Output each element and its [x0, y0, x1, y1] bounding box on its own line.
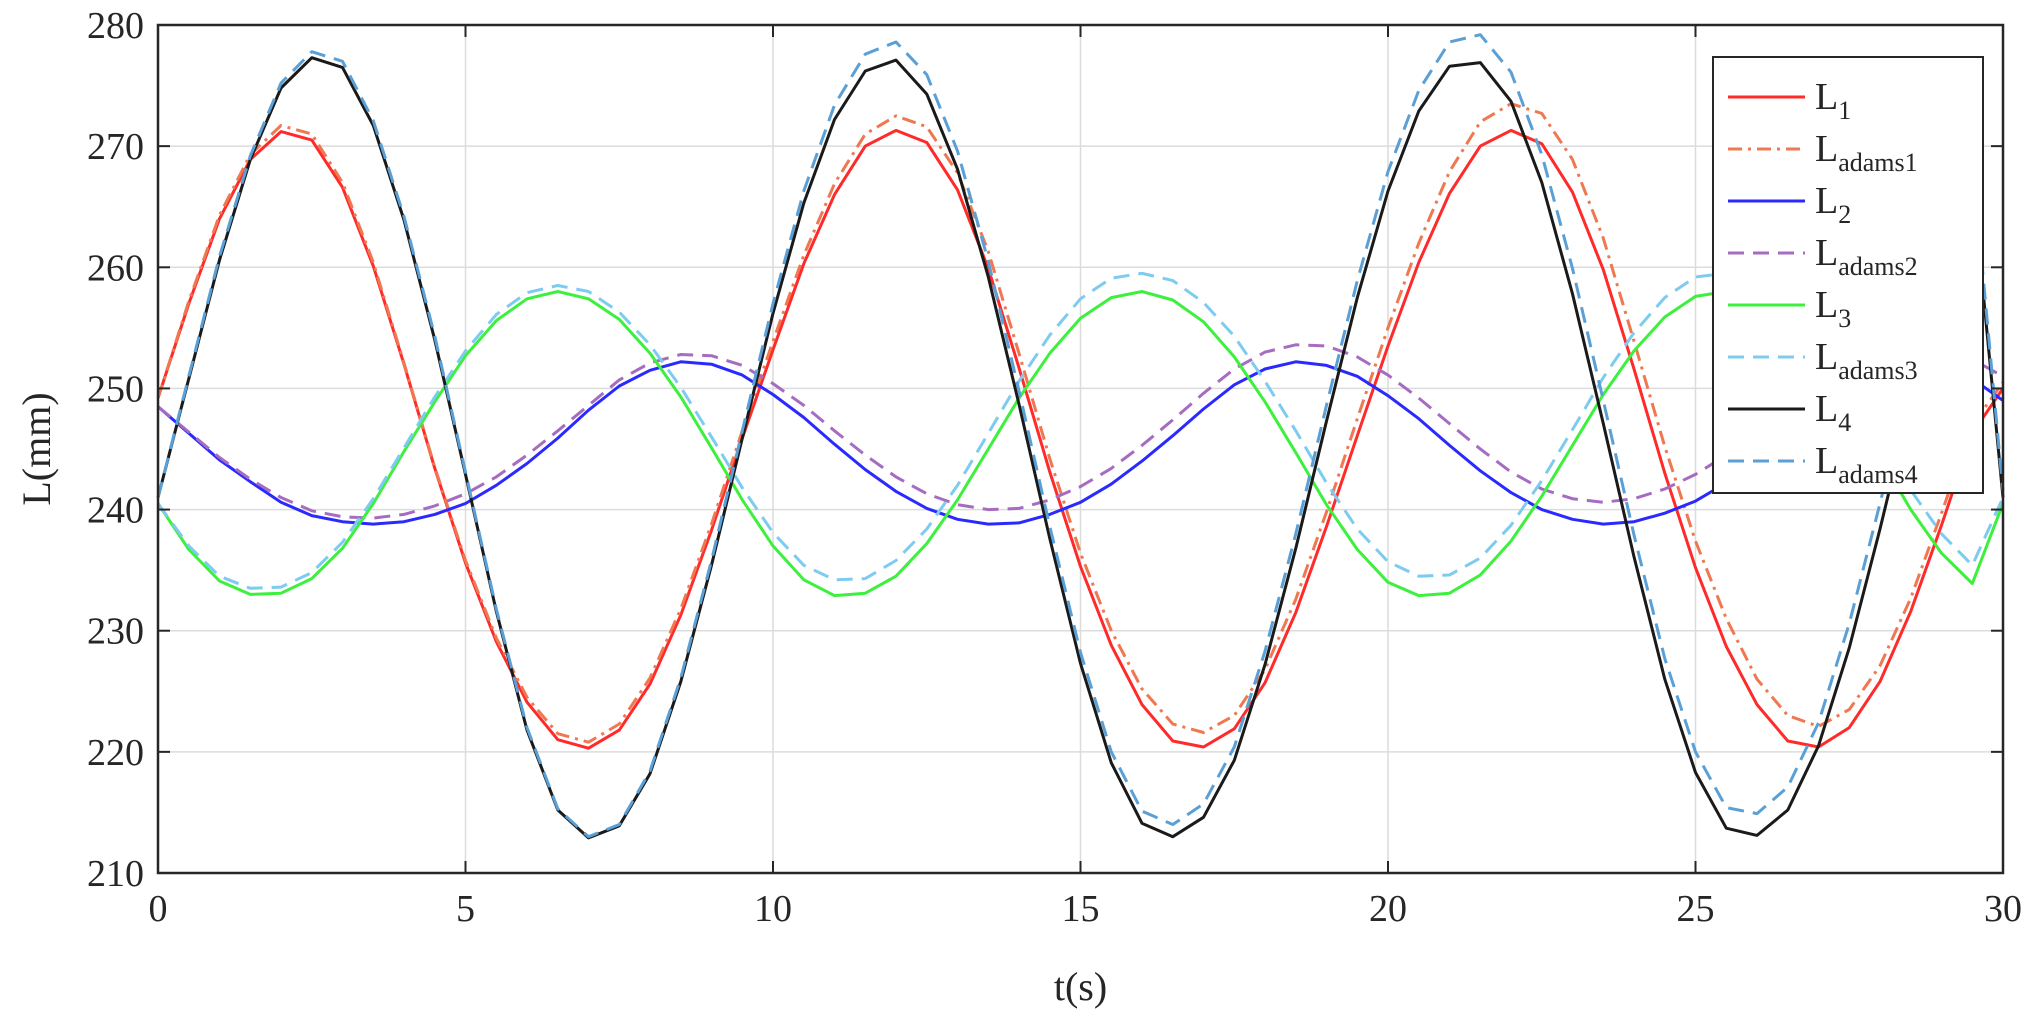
y-tick-label: 270	[87, 126, 144, 168]
grid	[158, 25, 2003, 873]
y-tick-label: 250	[87, 368, 144, 410]
y-tick-label: 230	[87, 611, 144, 653]
series-line-Ladams2	[157, 337, 2004, 520]
y-tick-label: 240	[87, 490, 144, 532]
x-tick-label: 0	[149, 888, 168, 930]
x-tick-label: 10	[754, 888, 792, 930]
axis-ticks: 0 5 10 15 20 25 30 210 220 230 240 250 260 270 280	[87, 5, 2022, 930]
y-tick-label: 260	[87, 247, 144, 289]
y-axis-title: L(mm)	[14, 392, 59, 505]
series-line-L2	[157, 360, 2004, 526]
series-line-L4	[156, 56, 2005, 840]
x-tick-label: 15	[1062, 888, 1100, 930]
legend-box	[1712, 56, 1984, 494]
legend-label: L2	[1815, 180, 1851, 229]
x-tick-label: 20	[1369, 888, 1407, 930]
series-line-Ladams4	[156, 33, 2005, 839]
series-line-Ladams3	[156, 271, 2005, 590]
x-axis-title: t(s)	[1054, 964, 1107, 1009]
x-tick-label: 25	[1677, 888, 1715, 930]
y-tick-label: 220	[87, 732, 144, 774]
x-tick-label: 30	[1984, 888, 2022, 930]
y-tick-label: 210	[87, 853, 144, 895]
series-line-Ladams1	[156, 102, 2005, 744]
x-tick-label: 5	[456, 888, 475, 930]
series-line-L3	[156, 290, 2005, 598]
y-tick-label: 280	[87, 5, 144, 47]
series-lines	[156, 33, 2005, 840]
